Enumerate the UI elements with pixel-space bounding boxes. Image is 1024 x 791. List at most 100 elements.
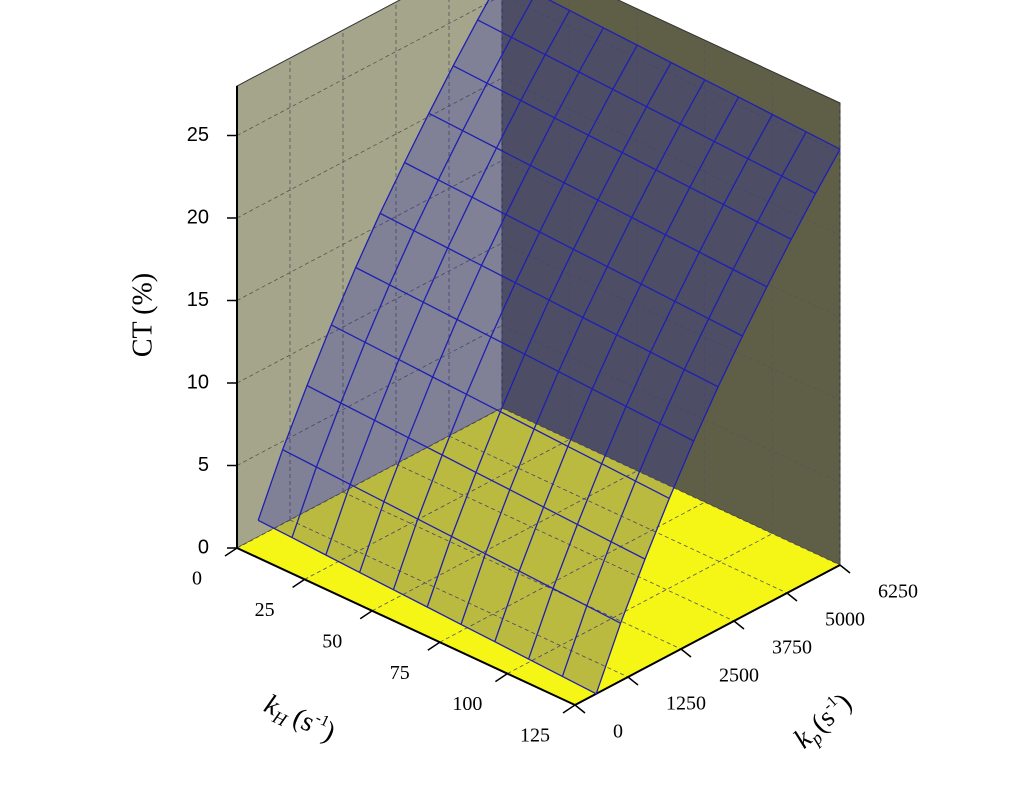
surface-cell: [708, 269, 767, 336]
surface-cell: [733, 222, 792, 287]
axis-line: [574, 564, 841, 706]
surface-line: [428, 112, 768, 288]
surface-cell: [562, 605, 621, 694]
floor: [237, 408, 840, 705]
surface-cell: [699, 204, 758, 270]
surface-cell: [586, 541, 645, 624]
y-tick-label: 6250: [878, 581, 918, 603]
surface-cell: [380, 162, 439, 231]
surface-cell: [757, 176, 816, 240]
z-tick-label: 20: [187, 206, 209, 228]
surface-cell: [393, 519, 452, 607]
surface-cell: [554, 72, 613, 136]
surface-cell: [530, 117, 589, 183]
surface-cell: [359, 501, 418, 590]
grid-line: [236, 77, 503, 219]
surface-cell: [477, 0, 532, 38]
surface-cell: [307, 324, 366, 403]
grid-line: [236, 325, 503, 466]
surface-cell: [413, 179, 473, 248]
surface-cell: [545, 10, 604, 72]
x-axis-label: kH(s-1): [258, 687, 340, 751]
surface-cell: [539, 182, 598, 250]
surface-cell: [282, 385, 341, 467]
surface-cell: [543, 446, 602, 525]
surface-cell: [553, 524, 612, 606]
surface-line: [282, 449, 621, 624]
grid-line: [236, 0, 495, 136]
surface-cell: [490, 282, 550, 355]
z-tick-label: 10: [187, 371, 209, 393]
surface-cell: [496, 100, 555, 166]
surface-cell: [350, 420, 409, 502]
surface-cell: [438, 130, 497, 198]
surface-cell: [684, 318, 743, 387]
surface-cell: [601, 406, 660, 482]
surface-cell: [534, 371, 593, 447]
x-tick: [359, 610, 373, 620]
surface-cell: [567, 388, 627, 464]
surface-cell: [597, 152, 656, 218]
surface-line: [404, 161, 743, 337]
x-tick-label: 0: [192, 568, 202, 590]
surface-cell: [457, 265, 516, 337]
x-tick-label: 50: [322, 630, 342, 652]
surface-cell: [748, 114, 807, 177]
grid-line: [236, 407, 503, 549]
y-tick: [574, 704, 586, 714]
surface-cell: [577, 463, 636, 542]
surface-cell: [612, 45, 671, 107]
x-tick-label: 25: [255, 599, 275, 621]
surface-cell: [646, 62, 705, 124]
surface-cell: [442, 394, 501, 473]
surface-cell: [631, 169, 690, 235]
surface-cell: [611, 481, 670, 560]
surface-cell: [714, 97, 773, 159]
surface-cell: [626, 352, 685, 424]
grid-line: [372, 470, 638, 612]
surface-cell: [509, 429, 568, 508]
surface-line: [306, 385, 646, 560]
surface-line: [379, 212, 719, 388]
surface-cell: [528, 588, 587, 677]
surface-cell: [494, 571, 553, 660]
surface-cell: [428, 65, 487, 131]
surface-cell: [384, 437, 443, 520]
surface-cell: [487, 37, 546, 101]
surface-cell: [427, 536, 486, 625]
surface-cell: [398, 302, 458, 377]
surface-line: [355, 266, 694, 442]
surface-cell: [447, 197, 506, 266]
surface-cell: [656, 124, 715, 188]
grid-line: [236, 160, 503, 301]
surface-cell: [423, 248, 482, 320]
x-tick-label: 125: [520, 725, 550, 747]
y-tick: [680, 648, 692, 658]
surface-cell: [472, 148, 531, 215]
surface-cell: [592, 334, 651, 407]
surface-cell: [466, 336, 525, 412]
y-tick-label: 1250: [666, 693, 706, 715]
surface-cell: [408, 377, 467, 455]
surface-line: [452, 65, 792, 240]
surface-cell: [340, 342, 399, 421]
surface-cell: [680, 79, 739, 142]
surface-cell: [573, 200, 632, 267]
surface-cell: [515, 231, 574, 301]
z-tick-label: 15: [187, 289, 209, 311]
y-tick-label: 0: [613, 721, 623, 743]
x-tick-label: 100: [452, 693, 482, 715]
surface-cell: [579, 27, 638, 90]
surface-cell: [588, 89, 647, 153]
surface-cell: [331, 267, 390, 343]
z-tick-label: 5: [198, 454, 209, 476]
surface-cell: [292, 467, 351, 555]
surface-cell: [500, 354, 559, 429]
surface-cell: [451, 472, 510, 554]
surface-line: [331, 324, 670, 499]
x-tick: [562, 704, 576, 714]
surface-cell: [622, 106, 681, 170]
grid-line: [342, 491, 682, 650]
surface-cell: [316, 403, 375, 485]
grid-line: [448, 435, 788, 594]
